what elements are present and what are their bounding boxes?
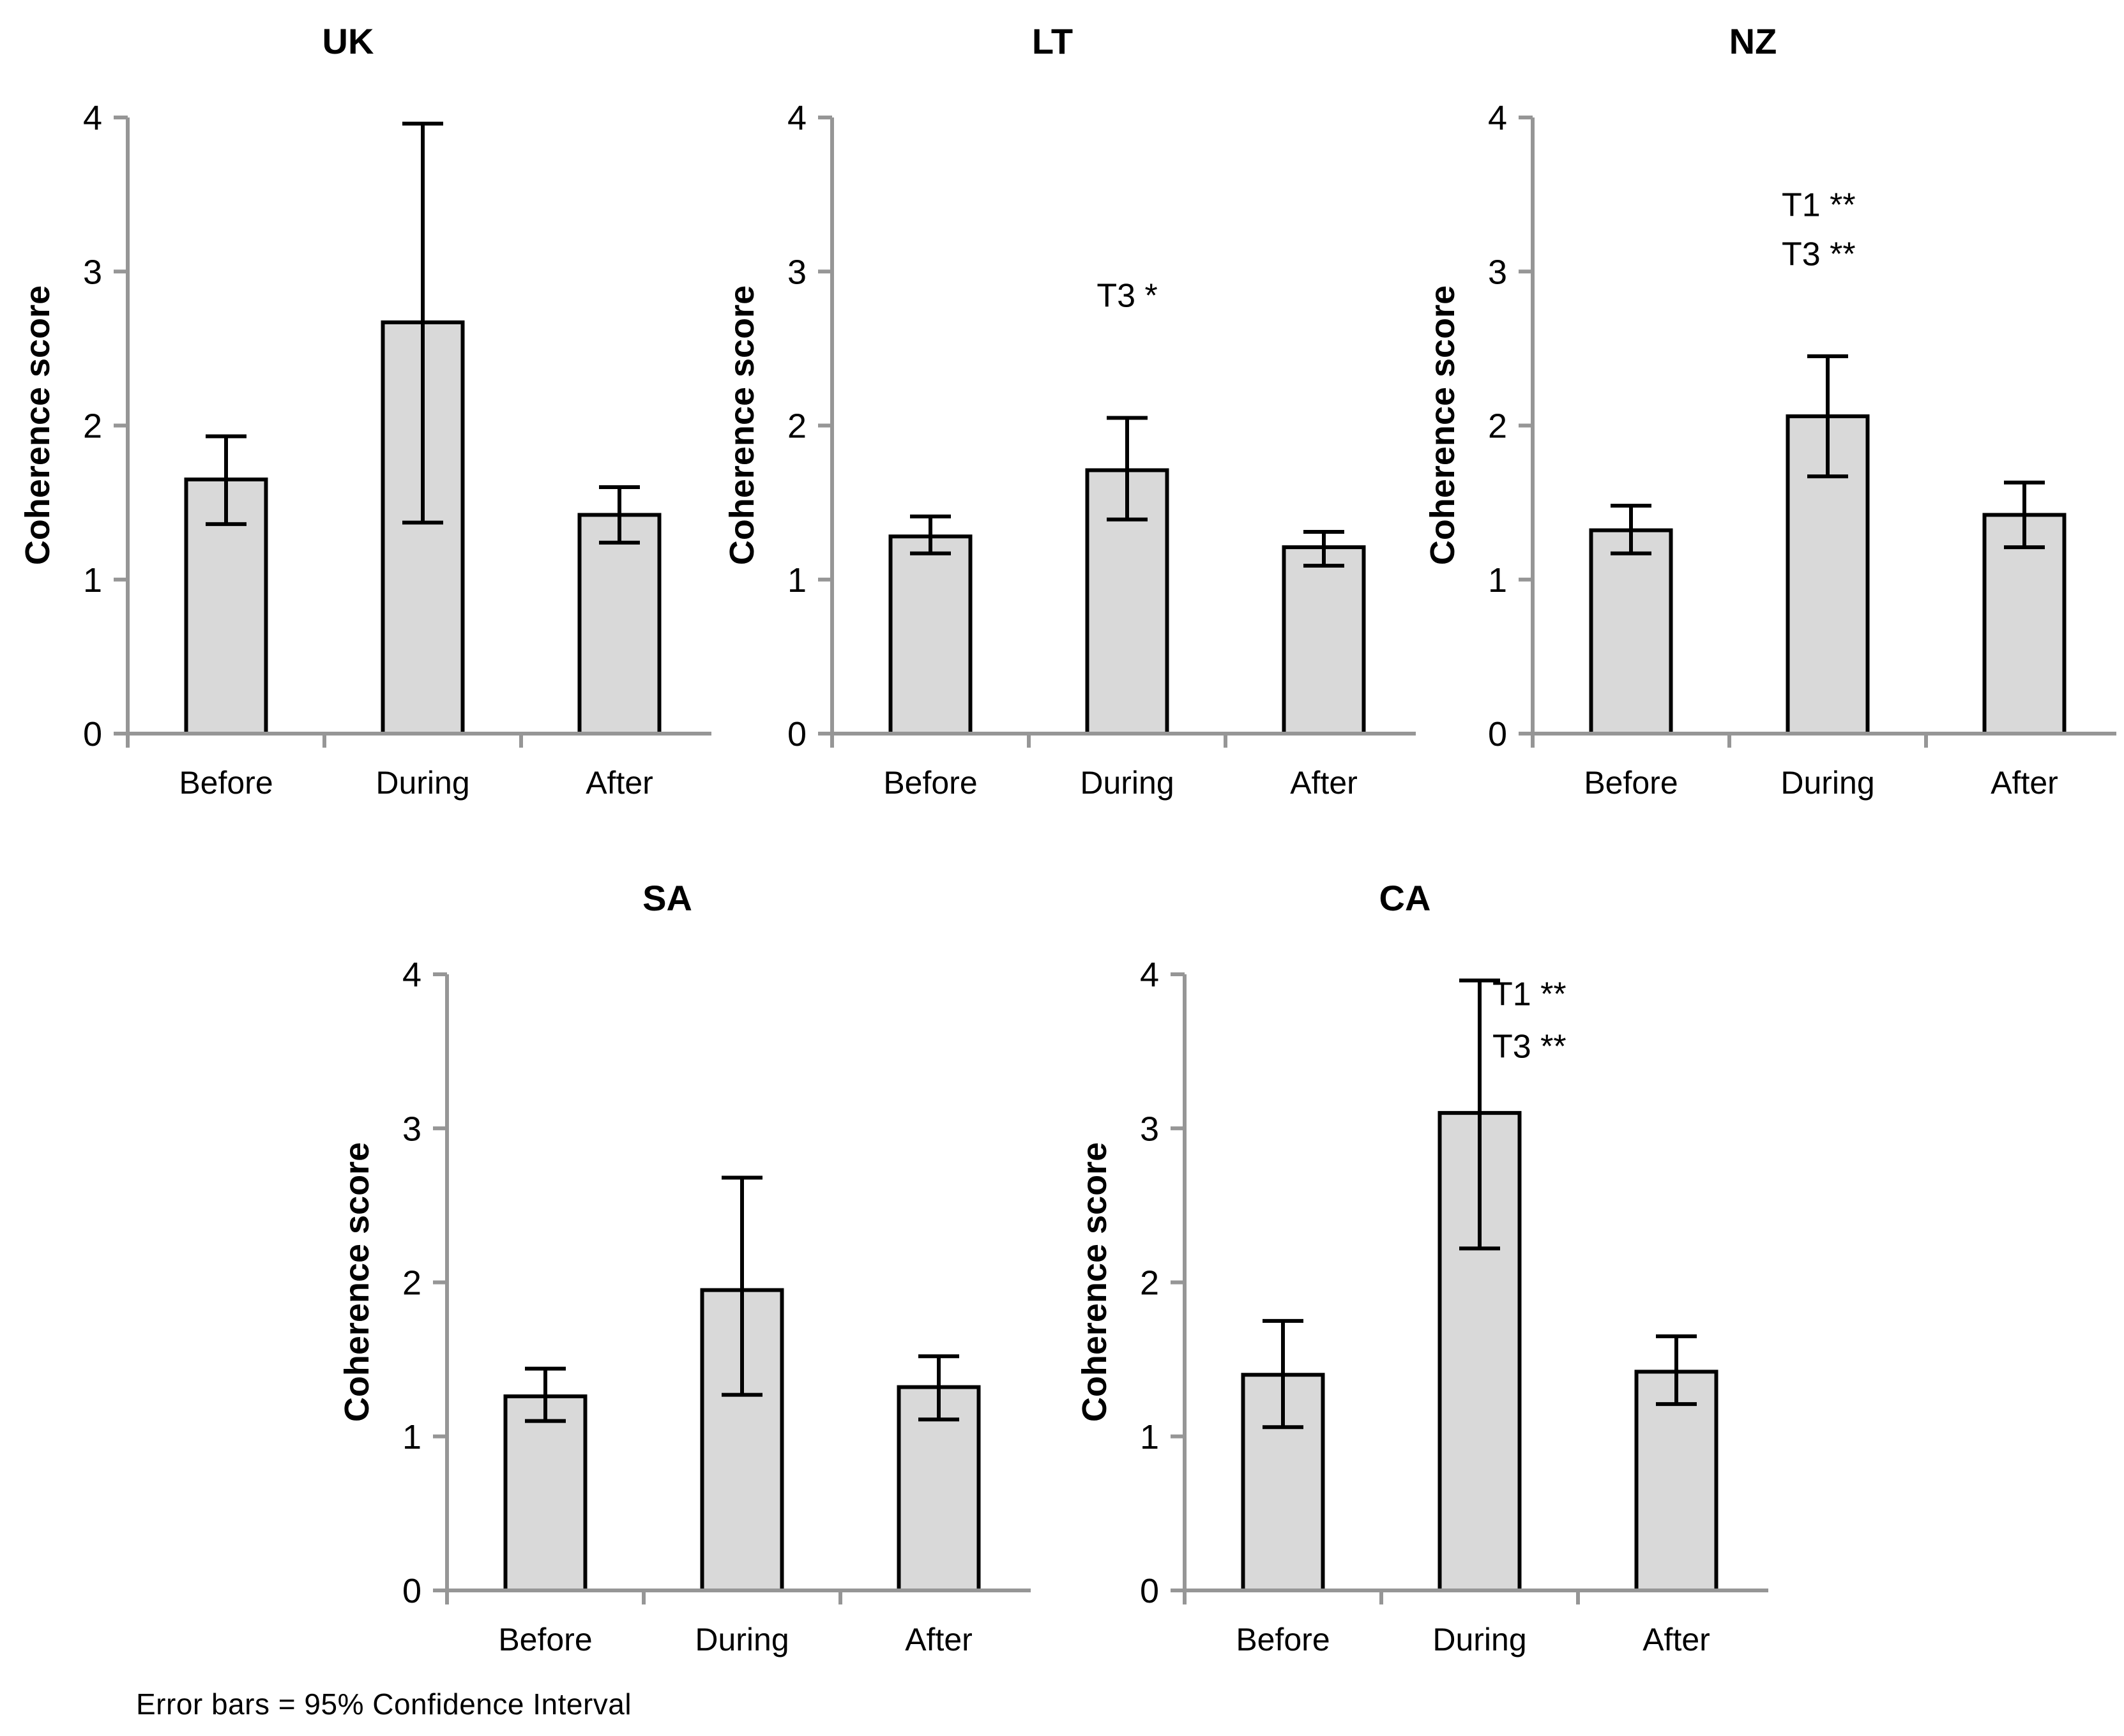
y-tick-label: 2 (402, 1264, 421, 1302)
y-tick-label: 2 (83, 407, 102, 446)
chart-lt: LT Coherence score 0 1 2 3 4 Before During After T… (704, 4, 1416, 827)
axes (1519, 116, 2116, 748)
y-tick-label: 3 (787, 253, 807, 291)
significance-annotation: T3 * (1096, 278, 1157, 315)
y-tick-label: 2 (1140, 1264, 1159, 1302)
x-tick-label-during: During (375, 765, 469, 801)
x-tick-label-during: During (1080, 765, 1174, 801)
chart-sa: SA Coherence score 0 1 2 3 4 Before During After (319, 861, 1031, 1684)
chart-title: LT (1032, 21, 1073, 61)
bar-chart-svg: NZ Coherence score 0 1 2 3 4 Before During After T… (1423, 21, 2116, 801)
y-axis-title: Coherence score (338, 1142, 376, 1422)
y-axis-title: Coherence score (1075, 1142, 1114, 1422)
x-tick-label-before: Before (1236, 1622, 1330, 1657)
x-tick-label-before: Before (498, 1622, 592, 1657)
y-tick-label: 3 (402, 1110, 421, 1148)
x-tick-label-after: After (586, 765, 653, 801)
y-tick-label: 1 (83, 561, 102, 600)
x-tick-label-during: During (1780, 765, 1874, 801)
axes (114, 116, 711, 748)
bar-chart-svg: UK Coherence score 0 1 2 3 4 Before During After (19, 21, 711, 801)
bar-chart-svg: LT Coherence score 0 1 2 3 4 Before During After T… (723, 21, 1416, 801)
y-tick-label: 4 (402, 956, 421, 994)
significance-annotation: T1 ** (1782, 186, 1856, 223)
y-axis-title: Coherence score (1423, 285, 1462, 565)
x-tick-label-after: After (1290, 765, 1358, 801)
bar-after (1634, 1370, 1718, 1592)
error-bars (910, 416, 1344, 568)
y-tick-label: 3 (1140, 1110, 1159, 1148)
error-bars (525, 1175, 959, 1423)
y-tick-label: 0 (787, 715, 807, 753)
y-tick-label: 1 (402, 1418, 421, 1456)
error-bars (1263, 978, 1697, 1430)
y-tick-label: 0 (1140, 1572, 1159, 1610)
y-tick-label: 1 (1140, 1418, 1159, 1456)
axes (818, 116, 1416, 748)
x-tick-label-after: After (905, 1622, 973, 1657)
significance-annotation: T3 ** (1782, 236, 1856, 273)
error-bars (1611, 354, 2045, 555)
bar-after (577, 513, 662, 736)
axes (433, 972, 1031, 1604)
bar-before (503, 1394, 588, 1593)
y-tick-label: 0 (83, 715, 102, 753)
chart-title: CA (1379, 878, 1431, 918)
chart-nz: NZ Coherence score 0 1 2 3 4 Before During After T… (1405, 4, 2116, 827)
bar-before (1589, 528, 1673, 736)
y-tick-label: 2 (787, 407, 807, 446)
y-tick-label: 2 (1488, 407, 1507, 446)
y-tick-label: 1 (787, 561, 807, 600)
y-tick-label: 3 (1488, 253, 1507, 291)
x-tick-label-before: Before (179, 765, 273, 801)
chart-ca: CA Coherence score 0 1 2 3 4 Before During After T… (1057, 861, 1768, 1684)
bar-after (1282, 545, 1366, 736)
chart-uk: UK Coherence score 0 1 2 3 4 Before During After (0, 4, 711, 827)
x-tick-label-after: After (1642, 1622, 1710, 1657)
x-tick-label-after: After (1991, 765, 2058, 801)
bar-before (888, 534, 973, 736)
bar-chart-svg: CA Coherence score 0 1 2 3 4 Before During After T… (1075, 878, 1768, 1657)
bar-chart-svg: SA Coherence score 0 1 2 3 4 Before During After (338, 878, 1031, 1657)
chart-title: NZ (1729, 21, 1777, 61)
y-tick-label: 4 (1488, 99, 1507, 137)
x-tick-label-before: Before (883, 765, 977, 801)
chart-title: SA (642, 878, 692, 918)
y-tick-label: 1 (1488, 561, 1507, 600)
y-tick-label: 0 (1488, 715, 1507, 753)
error-bars-footnote: Error bars = 95% Confidence Interval (136, 1687, 632, 1721)
axes (1171, 972, 1768, 1604)
y-tick-label: 4 (1140, 956, 1159, 994)
significance-annotation: T3 ** (1492, 1028, 1566, 1065)
error-bars (206, 121, 640, 545)
x-tick-label-during: During (695, 1622, 789, 1657)
y-tick-label: 0 (402, 1572, 421, 1610)
significance-annotation: T1 ** (1492, 976, 1566, 1013)
y-tick-label: 4 (787, 99, 807, 137)
y-axis-title: Coherence score (19, 285, 57, 565)
y-axis-title: Coherence score (723, 285, 761, 565)
y-tick-label: 4 (83, 99, 102, 137)
chart-title: UK (322, 21, 374, 61)
x-tick-label-before: Before (1584, 765, 1678, 801)
y-tick-label: 3 (83, 253, 102, 291)
x-tick-label-during: During (1432, 1622, 1526, 1657)
